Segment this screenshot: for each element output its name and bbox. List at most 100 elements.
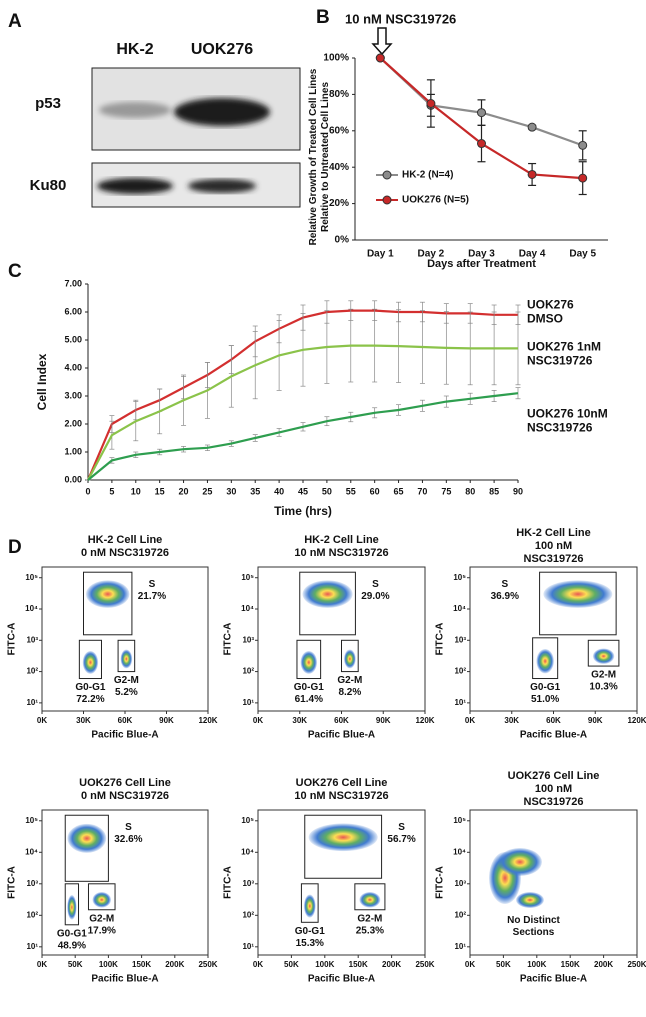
y-tick-label: 10²	[26, 910, 38, 919]
annotation: 10 nM NSC319726	[345, 11, 456, 26]
y-tick-label: 0.00	[64, 474, 82, 484]
plot-title: UOK276 Cell Line 10 nM NSC319726	[294, 776, 389, 802]
x-tick-label: 100K	[315, 960, 334, 969]
gate	[539, 571, 617, 636]
x-axis-label: Time (hrs)	[274, 504, 332, 518]
plot-title: HK-2 Cell Line 10 nM NSC319726	[294, 533, 389, 559]
x-axis-label: Pacific Blue-A	[308, 974, 375, 985]
y-axis-label: FITC-A	[435, 866, 446, 899]
x-tick-label: 65	[394, 486, 404, 496]
blot-band	[97, 178, 173, 194]
x-tick-label: 0K	[37, 960, 47, 969]
y-tick-label: 10⁵	[25, 573, 38, 582]
legend-label: UOK276 1nM NSC319726	[527, 339, 602, 368]
y-tick-label: 10¹	[454, 942, 466, 951]
y-tick-label: 10⁵	[453, 816, 466, 825]
gate-percent: 10.3%	[589, 682, 617, 693]
x-tick-label: 0K	[465, 960, 475, 969]
y-tick-label: 10³	[26, 635, 38, 644]
x-tick-label: 250K	[415, 960, 434, 969]
gate	[87, 883, 116, 911]
x-tick-label: 150K	[132, 960, 151, 969]
x-tick-label: 90K	[588, 716, 603, 725]
y-axis-label: Relative Growth of Treated Cell Lines Re…	[308, 68, 331, 246]
y-tick-label: 10²	[242, 667, 254, 676]
x-tick-label: 60	[370, 486, 380, 496]
gate	[304, 814, 383, 879]
gate-percent: 29.0%	[361, 591, 389, 602]
y-tick-label: 6.00	[64, 306, 82, 316]
legend-label: HK-2 (N=4)	[402, 170, 453, 181]
y-tick-label: 10⁴	[241, 604, 254, 613]
x-tick-label: 90K	[376, 716, 391, 725]
gate-percent: 5.2%	[115, 687, 138, 698]
legend-marker	[382, 195, 392, 205]
point	[477, 108, 486, 118]
density-cloud	[308, 823, 378, 852]
x-tick-label: 35	[250, 486, 260, 496]
x-axis-label: Pacific Blue-A	[520, 974, 587, 985]
x-tick-label: Day 4	[519, 249, 546, 260]
x-tick-label: Day 1	[367, 249, 394, 260]
x-tick-label: 200K	[382, 960, 401, 969]
x-tick-label: 60K	[334, 716, 349, 725]
y-tick-label: 10⁵	[241, 816, 254, 825]
x-tick-label: 120K	[627, 716, 646, 725]
row-label: p53	[35, 95, 61, 112]
gate	[117, 639, 136, 673]
gate-percent: 17.9%	[88, 925, 116, 936]
y-tick-label: 10²	[242, 910, 254, 919]
x-tick-label: 250K	[627, 960, 646, 969]
x-tick-label: 90	[513, 486, 523, 496]
x-tick-label: 50K	[68, 960, 83, 969]
y-tick-label: 10⁴	[25, 847, 38, 856]
y-tick-label: 7.00	[64, 278, 82, 288]
x-tick-label: 150K	[349, 960, 368, 969]
y-tick-label: 10¹	[242, 942, 254, 951]
gate-percent: 25.3%	[356, 925, 384, 936]
gate	[354, 883, 386, 911]
series-line	[87, 344, 518, 481]
y-tick-label: 10⁵	[241, 573, 254, 582]
gate-percent: 72.2%	[76, 694, 104, 705]
x-tick-label: 60K	[118, 716, 133, 725]
x-tick-label: 60K	[546, 716, 561, 725]
y-tick-label: 40%	[329, 162, 349, 173]
x-tick-label: 30	[226, 486, 236, 496]
point	[426, 99, 436, 108]
gate-percent: 8.2%	[338, 687, 361, 698]
y-tick-label: 4.00	[64, 362, 82, 372]
x-tick-label: Day 2	[418, 249, 445, 260]
gate-name: G2-M	[114, 675, 139, 686]
density-cloud	[67, 823, 107, 853]
point	[527, 169, 537, 179]
x-axis-label: Pacific Blue-A	[91, 730, 158, 741]
density-cloud	[92, 891, 112, 908]
gate-percent: 48.9%	[58, 940, 86, 951]
y-tick-label: 10⁴	[453, 604, 466, 613]
y-tick-label: 3.00	[64, 390, 82, 400]
y-tick-label: 10¹	[242, 698, 254, 707]
x-tick-label: 0K	[253, 716, 263, 725]
gate	[532, 637, 559, 680]
x-axis-label: Pacific Blue-A	[91, 974, 158, 985]
x-tick-label: 100K	[99, 960, 118, 969]
density-cloud	[82, 650, 99, 674]
gate-name: G2-M	[337, 675, 362, 686]
x-tick-label: 200K	[165, 960, 184, 969]
annotation-arrow	[371, 27, 393, 56]
y-tick-label: 10³	[242, 879, 254, 888]
density-cloud	[359, 891, 381, 908]
x-tick-label: Day 5	[569, 249, 596, 260]
y-tick-label: 10³	[242, 635, 254, 644]
annotation: No Distinct Sections	[507, 915, 560, 938]
y-tick-label: 10³	[454, 635, 466, 644]
gate-percent: 56.7%	[387, 834, 415, 845]
y-tick-label: 10¹	[454, 698, 466, 707]
point	[375, 53, 385, 63]
blot-band	[188, 179, 256, 193]
gate-name: S	[125, 822, 132, 833]
gate-percent: 51.0%	[531, 694, 559, 705]
plot-frame	[257, 809, 426, 956]
x-tick-label: 20	[179, 486, 189, 496]
